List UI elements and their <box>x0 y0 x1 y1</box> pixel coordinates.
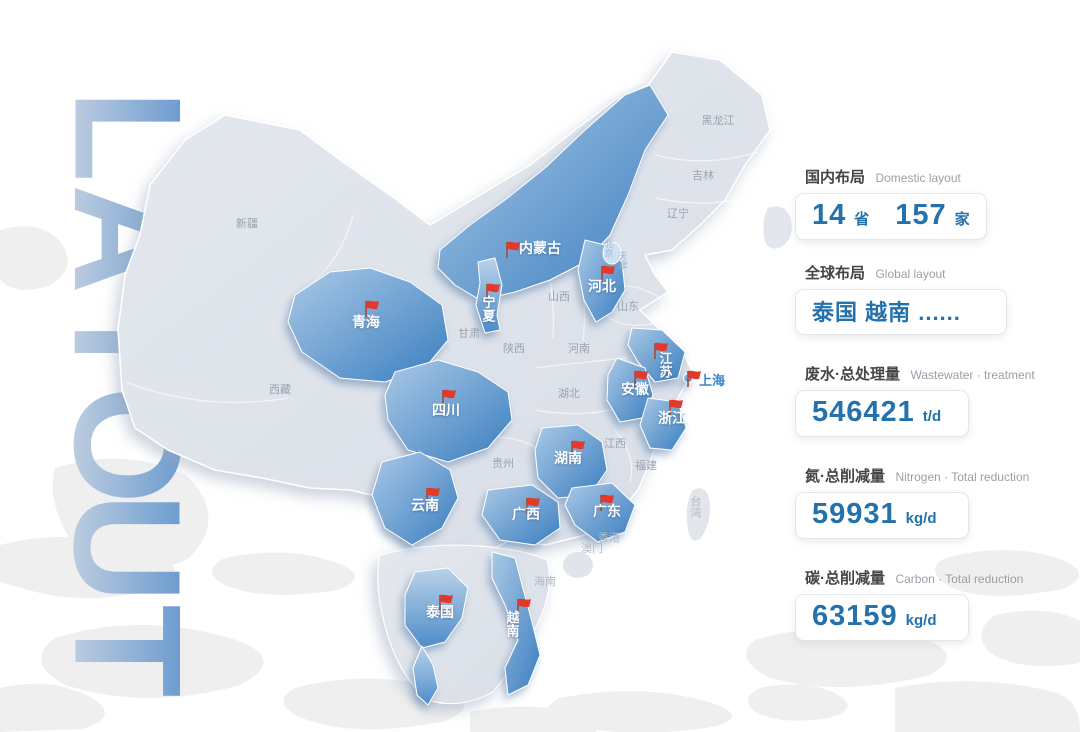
region-label-shandong: 山东 <box>617 300 639 313</box>
domestic-layout-label-zh: 国内布局 <box>805 169 866 186</box>
flag-label-jiangsu: 江苏 <box>659 351 672 380</box>
flag-label-yunnan: 云南 <box>411 497 439 513</box>
wastewater-value: 546421 <box>812 396 915 428</box>
region-label-hongkong: 香港 <box>598 531 620 544</box>
region-label-xizang: 西藏 <box>269 383 291 396</box>
region-label-henan: 河南 <box>568 342 590 355</box>
flag-label-hunan: 湖南 <box>554 450 582 466</box>
flag-label-neimenggu: 内蒙古 <box>519 240 561 256</box>
flag-label-sichuan: 四川 <box>432 402 460 418</box>
nitrogen-unit: kg/d <box>905 510 937 527</box>
flag-label-guangxi: 广西 <box>512 506 540 522</box>
global-layout-label-zh: 全球布局 <box>805 265 866 282</box>
global-countries-box: 泰国 越南 ...... <box>795 289 1007 335</box>
global-layout-label: 全球布局 Global layout <box>805 262 1025 283</box>
province-guangdong[interactable] <box>564 482 636 543</box>
country-thailand-tail[interactable] <box>412 645 439 706</box>
region-label-gansu: 甘肃 <box>458 327 480 340</box>
province-jiangsu[interactable] <box>627 327 686 383</box>
region-label-taiwan: 台湾 <box>691 494 702 520</box>
region-label-tianjin: 天津 <box>618 251 627 270</box>
stats-panel: 国内布局 Domestic layout 14 省 157 家 全球布局 Glo… <box>795 166 1035 641</box>
flag-label-vietnam: 越南 <box>505 610 520 639</box>
flag-label-ningxia: 宁夏 <box>481 295 496 324</box>
region-label-heilongjiang: 黑龙江 <box>702 114 735 127</box>
nitrogen-label-zh: 氮·总削减量 <box>805 468 885 485</box>
flag-label-shanghai: 上海 <box>699 373 725 388</box>
global-countries-value: 泰国 越南 ...... <box>812 300 961 325</box>
region-label-macau: 澳门 <box>581 541 603 555</box>
flag-label-qinghai: 青海 <box>352 314 380 330</box>
region-label-jiangxi: 江西 <box>604 437 626 450</box>
hainan-shape <box>563 552 593 578</box>
carbon-value-box: 63159 kg/d <box>795 594 969 641</box>
nitrogen-label-en: Nitrogen · Total reduction <box>895 470 1030 484</box>
region-label-beijing: 北京 <box>604 239 613 258</box>
wastewater-label: 废水·总处理量 Wastewater · treatment <box>805 363 1035 384</box>
region-label-liaoning: 辽宁 <box>667 206 689 220</box>
province-count-value: 14 <box>812 199 847 231</box>
site-count-unit: 家 <box>954 211 970 228</box>
carbon-unit: kg/d <box>905 612 937 629</box>
region-label-jilin: 吉林 <box>692 168 714 182</box>
flag-label-thailand: 泰国 <box>425 604 454 620</box>
nitrogen-label: 氮·总削减量 Nitrogen · Total reduction <box>805 465 1029 486</box>
region-label-guizhou: 贵州 <box>492 457 514 470</box>
region-label-hubei: 湖北 <box>558 387 580 400</box>
wastewater-value-box: 546421 t/d <box>795 390 969 437</box>
flag-label-hebei: 河北 <box>588 278 616 294</box>
flag-label-anhui: 安徽 <box>621 381 650 397</box>
wastewater-unit: t/d <box>922 408 942 425</box>
carbon-label: 碳·总削减量 Carbon · Total reduction <box>805 567 1025 588</box>
country-thailand[interactable] <box>404 567 469 649</box>
province-count-unit: 省 <box>854 211 870 228</box>
region-label-hainan: 海南 <box>534 574 556 588</box>
global-layout-label-en: Global layout <box>875 267 946 281</box>
country-vietnam[interactable] <box>491 551 541 696</box>
domestic-layout-label: 国内布局 Domestic layout <box>805 166 1025 187</box>
world-continent-shapes <box>0 226 1080 732</box>
flag-label-zhejiang: 浙江 <box>658 410 686 426</box>
china-map: 黑龙江 吉林 辽宁 北京 天津 山西 山东 甘肃 陕西 河南 湖北 新疆 西藏 … <box>117 51 792 706</box>
domestic-layout-label-en: Domestic layout <box>875 171 961 185</box>
carbon-label-en: Carbon · Total reduction <box>895 572 1024 586</box>
carbon-value: 63159 <box>812 600 898 632</box>
region-label-fujian: 福建 <box>635 458 657 472</box>
province-guangxi[interactable] <box>481 484 561 546</box>
province-ningxia[interactable] <box>475 257 503 334</box>
province-beijing-area[interactable] <box>602 241 622 265</box>
region-label-shanxi: 山西 <box>548 290 570 303</box>
province-sichuan[interactable] <box>384 359 513 463</box>
province-qinghai[interactable] <box>287 267 449 383</box>
metrics-group: 废水·总处理量 Wastewater · treatment 546421 t/… <box>795 363 1035 641</box>
korea-shape <box>763 206 792 249</box>
nitrogen-value-box: 59931 kg/d <box>795 492 969 539</box>
wastewater-label-en: Wastewater · treatment <box>910 368 1035 382</box>
taiwan-shape <box>686 488 710 541</box>
region-label-xinjiang: 新疆 <box>236 216 258 230</box>
wastewater-label-zh: 废水·总处理量 <box>805 366 900 383</box>
region-label-shaanxi: 陕西 <box>503 341 525 355</box>
domestic-stats-box: 14 省 157 家 <box>795 193 987 240</box>
flag-label-guangdong: 广东 <box>593 503 621 519</box>
site-count-value: 157 <box>895 199 947 231</box>
province-neimenggu[interactable] <box>437 84 669 301</box>
nitrogen-value: 59931 <box>812 498 898 530</box>
carbon-label-zh: 碳·总削减量 <box>805 570 885 587</box>
province-yunnan[interactable] <box>371 451 459 546</box>
